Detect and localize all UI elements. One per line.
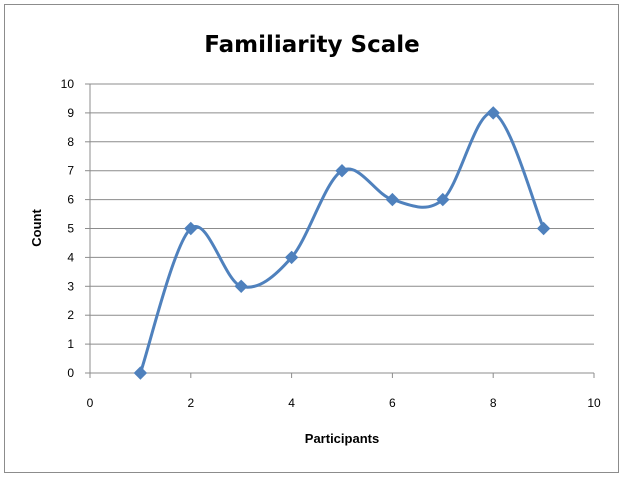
data-point-9 bbox=[536, 221, 551, 236]
x-tick-6: 6 bbox=[389, 396, 396, 410]
series-layer bbox=[133, 106, 551, 380]
series-line-0 bbox=[138, 111, 546, 375]
x-tick-4: 4 bbox=[288, 396, 295, 410]
x-tick-8: 8 bbox=[490, 396, 497, 410]
y-tick-8: 8 bbox=[67, 135, 74, 149]
data-point-1 bbox=[133, 366, 148, 380]
data-point-4 bbox=[284, 250, 299, 265]
y-tick-1: 1 bbox=[67, 337, 74, 351]
y-tick-3: 3 bbox=[67, 279, 74, 293]
data-point-3 bbox=[234, 279, 248, 294]
x-tick-2: 2 bbox=[187, 396, 194, 410]
y-tick-5: 5 bbox=[67, 222, 74, 236]
x-tick-0: 0 bbox=[87, 396, 94, 410]
y-tick-2: 2 bbox=[67, 308, 74, 322]
data-point-2 bbox=[184, 221, 198, 236]
axes bbox=[85, 83, 595, 378]
y-tick-9: 9 bbox=[67, 106, 74, 120]
y-tick-labels: 0 1 2 3 4 5 6 7 8 9 10 bbox=[61, 77, 75, 380]
data-point-5 bbox=[335, 163, 349, 178]
y-tick-6: 6 bbox=[67, 193, 74, 207]
y-tick-10: 10 bbox=[61, 77, 75, 91]
chart-title: Familiarity Scale bbox=[204, 32, 419, 58]
data-point-8 bbox=[486, 106, 500, 120]
y-tick-0: 0 bbox=[67, 366, 74, 380]
x-tick-labels: 0 2 4 6 8 10 bbox=[87, 396, 601, 410]
y-tick-4: 4 bbox=[67, 250, 74, 264]
x-tick-10: 10 bbox=[587, 396, 601, 410]
y-tick-7: 7 bbox=[67, 164, 74, 178]
gridlines bbox=[90, 83, 594, 345]
y-axis-label: Count bbox=[29, 209, 44, 247]
data-point-6 bbox=[385, 192, 400, 207]
chart-frame bbox=[4, 4, 619, 473]
x-axis-label: Participants bbox=[305, 431, 379, 446]
data-point-7 bbox=[436, 192, 450, 207]
